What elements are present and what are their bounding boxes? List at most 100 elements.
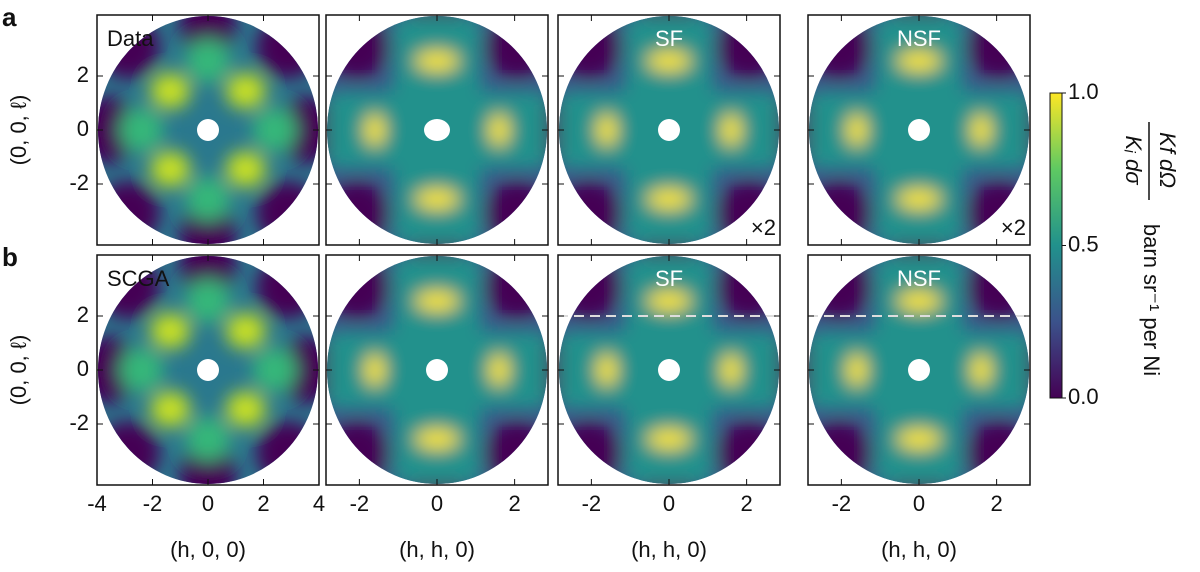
mid-region [252, 108, 297, 152]
dark-region [716, 256, 779, 320]
panel-annotation: NSF [897, 26, 941, 51]
center-hole [658, 119, 680, 141]
mid-region [252, 348, 297, 392]
x-axis-label: (h, h, 0) [881, 537, 957, 562]
x-tick-label: 0 [431, 491, 443, 516]
x-tick-label: 2 [508, 491, 520, 516]
panel-annotation: SF [655, 26, 683, 51]
bright-region [225, 151, 266, 188]
dark-region [966, 16, 1029, 80]
panel-label: b [2, 242, 18, 272]
mid-region [186, 279, 230, 323]
bright-region [225, 391, 266, 428]
dark-region [809, 420, 872, 484]
dark-region [98, 96, 137, 164]
center-hole [908, 119, 930, 141]
dark-region [559, 420, 622, 484]
bright-region [150, 391, 191, 428]
dark-region [966, 420, 1029, 484]
dark-region [279, 96, 318, 164]
dark-region [255, 180, 318, 244]
bright-region [647, 291, 691, 311]
x-tick-label: 2 [990, 491, 1002, 516]
dark-region [809, 256, 872, 320]
x-tick-label: -2 [832, 491, 852, 516]
mid-region [186, 417, 230, 461]
dark-region [327, 420, 390, 484]
bright-region [846, 354, 867, 386]
dark-region [559, 16, 622, 80]
mid-region [119, 108, 164, 152]
dark-region [255, 16, 318, 80]
x-tick-label: 0 [663, 491, 675, 516]
y-tick-label: 0 [77, 356, 89, 381]
x-axis-label: (h, 0, 0) [170, 537, 246, 562]
y-axis-label: (0, 0, ℓ) [6, 335, 31, 406]
panel-annotation: SF [655, 266, 683, 291]
colorbar-tick-label: 0.0 [1068, 384, 1099, 409]
center-hole [658, 359, 680, 381]
dark-region [484, 180, 547, 244]
x-tick-label: 0 [913, 491, 925, 516]
dark-region [180, 256, 236, 299]
dark-region [716, 16, 779, 80]
dark-region [484, 16, 547, 80]
mid-region [186, 177, 230, 221]
x-tick-label: 4 [313, 491, 325, 516]
mid-region [186, 39, 230, 83]
bright-region [415, 189, 459, 209]
bright-region [897, 51, 941, 71]
dark-region [809, 180, 872, 244]
colorbar [1049, 92, 1063, 399]
x-tick-label: 2 [740, 491, 752, 516]
bright-region [647, 51, 691, 71]
bright-region [225, 72, 266, 109]
dark-region [98, 180, 161, 244]
y-tick-label: 2 [77, 302, 89, 327]
bright-region [364, 354, 385, 386]
panel-annotation: SCGA [107, 266, 170, 291]
dark-region [716, 420, 779, 484]
heatmap-image [559, 256, 779, 484]
dark-region [809, 16, 872, 80]
bright-region [415, 51, 459, 71]
bright-region [364, 114, 385, 146]
heatmap-panel [559, 256, 779, 484]
x-tick-label: -2 [582, 491, 602, 516]
bright-region [897, 189, 941, 209]
bright-region [225, 312, 266, 349]
bright-region [150, 312, 191, 349]
dark-region [255, 256, 318, 320]
heatmap-panel [327, 16, 547, 244]
y-tick-label: 0 [77, 116, 89, 141]
dark-region [180, 441, 236, 484]
dark-region [559, 180, 622, 244]
bright-region [897, 429, 941, 449]
dark-region [327, 16, 390, 80]
panel-label: a [2, 2, 17, 32]
bright-region [647, 189, 691, 209]
bright-region [150, 151, 191, 188]
bright-region [489, 114, 510, 146]
dark-region [484, 420, 547, 484]
y-axis-label: (0, 0, ℓ) [6, 95, 31, 166]
x-axis-label: (h, h, 0) [399, 537, 475, 562]
bright-region [971, 114, 992, 146]
y-tick-label: -2 [69, 410, 89, 435]
dark-region [180, 16, 236, 59]
center-hole [426, 359, 448, 381]
bright-region [721, 114, 742, 146]
dark-region [966, 256, 1029, 320]
center-hole [197, 359, 219, 381]
heatmap-image [327, 256, 547, 484]
center-hole [424, 119, 450, 141]
center-hole [908, 359, 930, 381]
x-tick-label: 0 [202, 491, 214, 516]
panel-annotation: NSF [897, 266, 941, 291]
colorbar-label-denominator: Kf dΩ [1155, 132, 1180, 188]
bright-region [721, 354, 742, 386]
y-tick-label: -2 [69, 170, 89, 195]
bright-region [596, 354, 617, 386]
bright-region [897, 291, 941, 311]
